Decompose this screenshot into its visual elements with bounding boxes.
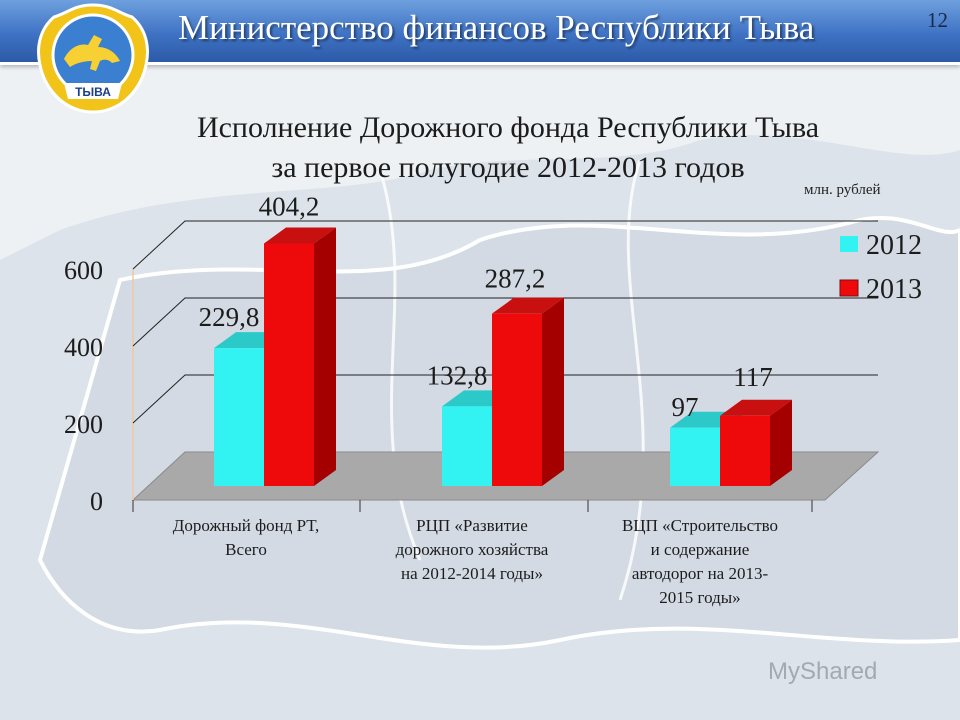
y-tick-label: 600 [64, 256, 103, 285]
bar-2013 [264, 243, 314, 486]
data-label: 117 [733, 362, 773, 392]
bar-top-2013 [720, 399, 792, 416]
y-tick-label: 400 [64, 333, 103, 362]
bar-2012 [442, 406, 492, 486]
legend-label-2013: 2013 [866, 274, 922, 305]
bar-top-2013 [264, 227, 336, 244]
bar-2013 [492, 313, 542, 486]
emblem-logo: ТЫВА [37, 3, 149, 114]
category-label: на 2012-2014 годы» [401, 564, 543, 583]
gridline [132, 297, 878, 347]
gridline [132, 220, 878, 270]
category-label: и содержание [651, 540, 750, 559]
y-tick-label: 200 [64, 410, 103, 439]
bar-2013 [720, 415, 770, 486]
logo-text: ТЫВА [75, 85, 111, 99]
bar-side-2013 [314, 227, 336, 487]
category-label: Всего [225, 540, 267, 559]
data-label: 229,8 [199, 302, 260, 332]
legend-swatch-2013 [839, 279, 859, 297]
data-label: 287,2 [485, 264, 546, 294]
bar-2012 [670, 427, 720, 486]
category-label: Дорожный фонд РТ, [173, 516, 319, 535]
bar-side-2013 [770, 399, 792, 486]
data-label: 404,2 [259, 191, 320, 221]
bar-2012 [214, 348, 264, 486]
unit-label: млн. рублей [804, 182, 881, 198]
header-bar: Министерство финансов Республики Тыва 12 [0, 0, 960, 65]
chart-title-line-2: за первое полугодие 2012-2013 годов [271, 151, 745, 184]
category-label: 2015 годы» [659, 588, 740, 607]
data-label: 132,8 [427, 360, 488, 390]
header-title: Министерство финансов Республики Тыва [178, 8, 815, 47]
y-tick-label: 0 [90, 487, 103, 516]
legend-swatch-2012 [840, 236, 858, 252]
gridline [132, 374, 878, 424]
chart-title: Исполнение Дорожного фонда Республики Ты… [0, 108, 960, 188]
category-label: дорожного хозяйства [396, 540, 549, 559]
bar-top-2013 [492, 297, 564, 314]
category-label: РЦП «Развитие [416, 516, 528, 535]
chart-title-line-1: Исполнение Дорожного фонда Республики Ты… [196, 111, 820, 144]
data-label: 97 [672, 392, 699, 422]
slide-number: 12 [927, 8, 948, 32]
legend-label-2012: 2012 [866, 230, 922, 261]
category-label: автодорог на 2013- [632, 564, 769, 583]
watermark: MyShared [768, 658, 878, 685]
category-label: ВЦП «Строительство [622, 516, 778, 535]
bar-side-2013 [542, 297, 564, 486]
